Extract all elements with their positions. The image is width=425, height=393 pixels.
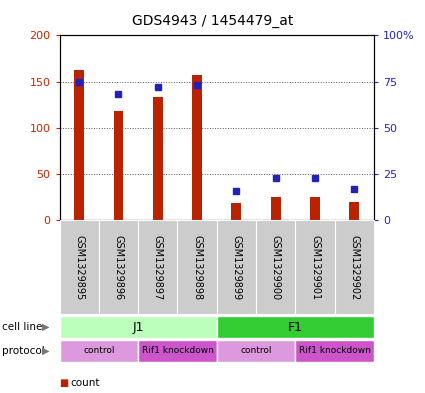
Text: GSM1329899: GSM1329899: [231, 235, 241, 300]
Bar: [310, 197, 320, 220]
Bar: [153, 97, 163, 220]
Text: GSM1329900: GSM1329900: [271, 235, 281, 300]
Text: GSM1329896: GSM1329896: [113, 235, 124, 300]
Bar: [232, 204, 241, 220]
Bar: [113, 111, 123, 220]
Text: control: control: [240, 346, 272, 355]
Text: GSM1329901: GSM1329901: [310, 235, 320, 300]
Text: protocol: protocol: [2, 346, 45, 356]
Text: count: count: [70, 378, 99, 388]
Text: J1: J1: [132, 321, 144, 334]
Text: GSM1329895: GSM1329895: [74, 235, 84, 300]
Text: GSM1329902: GSM1329902: [349, 235, 360, 300]
Text: ▶: ▶: [42, 322, 50, 332]
Bar: [74, 70, 84, 220]
Bar: [192, 75, 202, 220]
Text: ▶: ▶: [42, 346, 50, 356]
Text: control: control: [83, 346, 115, 355]
Text: ■: ■: [60, 378, 69, 388]
Bar: [271, 197, 281, 220]
Text: GSM1329898: GSM1329898: [192, 235, 202, 300]
Text: GDS4943 / 1454479_at: GDS4943 / 1454479_at: [132, 14, 293, 28]
Bar: [349, 202, 359, 220]
Text: F1: F1: [288, 321, 303, 334]
Text: cell line: cell line: [2, 322, 42, 332]
Text: Rif1 knockdown: Rif1 knockdown: [299, 346, 371, 355]
Text: Rif1 knockdown: Rif1 knockdown: [142, 346, 213, 355]
Text: GSM1329897: GSM1329897: [153, 235, 163, 300]
